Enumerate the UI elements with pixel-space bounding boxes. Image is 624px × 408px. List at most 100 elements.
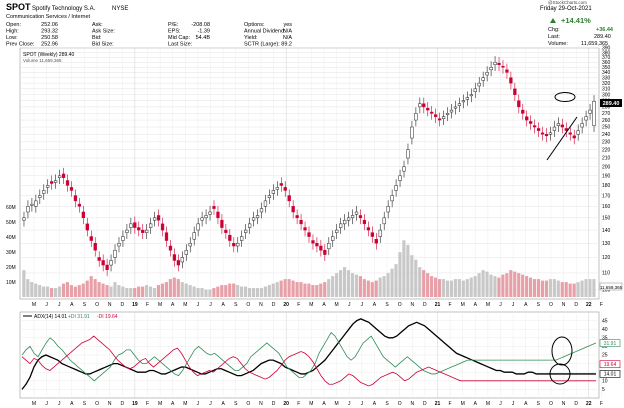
time-tick-label: D: [423, 401, 427, 407]
candle-body: [81, 211, 85, 219]
price-tick-label: 240: [602, 132, 611, 138]
time-tick-label: F: [297, 401, 300, 407]
volume-bar: [319, 283, 323, 297]
candle-body: [517, 100, 521, 108]
candle-body: [362, 219, 367, 225]
time-tick-label: O: [549, 401, 553, 407]
volume-bar: [315, 285, 319, 297]
time-tick-label: M: [183, 401, 187, 407]
volume-bar: [117, 285, 121, 297]
stat-label: Annual Dividend:: [244, 29, 286, 35]
candle-body: [366, 227, 371, 231]
volume-bar: [437, 279, 442, 297]
volume-tick-label: 10M: [6, 280, 16, 286]
time-tick-label: A: [221, 302, 225, 308]
candle-body: [152, 217, 157, 221]
stat-value: 252.06: [41, 22, 58, 28]
volume-bar: [485, 271, 489, 297]
candle-body: [398, 175, 402, 181]
candle-body: [57, 175, 62, 178]
time-tick-label: N: [562, 401, 566, 407]
time-tick-label: S: [385, 302, 389, 308]
volume-bar: [129, 288, 133, 297]
time-tick-label: F: [600, 401, 603, 407]
candle-body: [303, 227, 307, 231]
time-tick-label: J: [209, 302, 212, 308]
volume-bar: [584, 279, 588, 297]
time-tick-label: M: [486, 302, 490, 308]
price-tick-label: 260: [602, 118, 611, 124]
volume-bar: [156, 285, 161, 297]
price-tick-label: 360: [602, 60, 611, 66]
price-tick-label: 280: [602, 105, 611, 111]
volume-bar: [350, 273, 355, 297]
mdi-value-tag: [599, 360, 621, 369]
volume-bar: [564, 282, 568, 297]
volume-bar: [283, 279, 287, 297]
time-tick-label: O: [549, 302, 553, 308]
adx-gridlines: [20, 312, 602, 398]
last-price-tag: 289.40: [600, 99, 622, 107]
price-tick-label: 350: [602, 65, 611, 71]
price-tick-label: 230: [602, 140, 611, 146]
volume-bar: [338, 270, 343, 297]
volume-bar: [57, 286, 62, 297]
time-tick-label: D: [574, 401, 578, 407]
price-tick-label: 220: [602, 147, 611, 153]
volume-bar: [402, 240, 406, 297]
volume-bar: [164, 282, 168, 297]
time-tick-label: D: [423, 302, 427, 308]
time-tick-label: A: [474, 302, 478, 308]
time-tick-label: M: [183, 302, 187, 308]
time-tick-label: F: [449, 302, 452, 308]
time-tick-label: M: [461, 302, 465, 308]
candle-body: [77, 203, 82, 207]
time-tick-label: O: [246, 302, 250, 308]
volume-bar: [457, 279, 461, 297]
candle-body: [244, 229, 248, 233]
time-tick-label: F: [600, 302, 603, 308]
volume-bar: [465, 279, 469, 297]
candle-body: [275, 187, 279, 190]
ticker-symbol: SPOT: [6, 2, 31, 12]
candle-body: [236, 243, 240, 247]
price-legend: SPOT (Weekly) 289.40: [23, 52, 74, 58]
stat-value: 293.32: [41, 29, 58, 35]
volume-bar: [544, 280, 548, 297]
volume-bar: [251, 288, 256, 297]
volume-bar: [556, 280, 560, 297]
candle-body: [592, 101, 596, 126]
plus-di-line: [21, 332, 597, 382]
candle-body: [311, 240, 315, 244]
candle-body: [335, 229, 339, 233]
candle-body: [121, 236, 125, 241]
time-tick-label: 22: [586, 302, 592, 308]
volume-bar: [26, 279, 30, 297]
candle-body: [358, 215, 363, 219]
volume-legend: Volume 11,659,365: [23, 58, 62, 63]
time-tick-label: 22: [586, 401, 592, 407]
price-tick-label: 300: [602, 92, 611, 98]
price-candles: [22, 56, 596, 277]
volume-bar: [366, 280, 370, 297]
volume-bar: [378, 277, 382, 297]
candle-body: [251, 217, 256, 221]
volume-bar: [410, 255, 414, 297]
stat-label: SCTR (Large):: [244, 42, 280, 48]
change-percent: +14.41%: [561, 16, 591, 25]
candle-body: [572, 135, 576, 139]
volume-bar: [267, 285, 271, 297]
volume-bar: [540, 280, 545, 297]
time-tick-label: M: [335, 302, 339, 308]
price-tick-label: 190: [602, 174, 611, 180]
volume-bar: [291, 280, 295, 297]
candle-body: [588, 109, 592, 114]
volume-bar: [109, 286, 113, 297]
candle-body: [200, 217, 204, 221]
adx-tick-label: 5: [602, 387, 605, 393]
volume-bar: [335, 273, 339, 297]
time-tick-label: F: [297, 302, 300, 308]
volume-bar: [208, 289, 212, 297]
candle-body: [101, 260, 105, 266]
candle-body: [129, 223, 133, 228]
